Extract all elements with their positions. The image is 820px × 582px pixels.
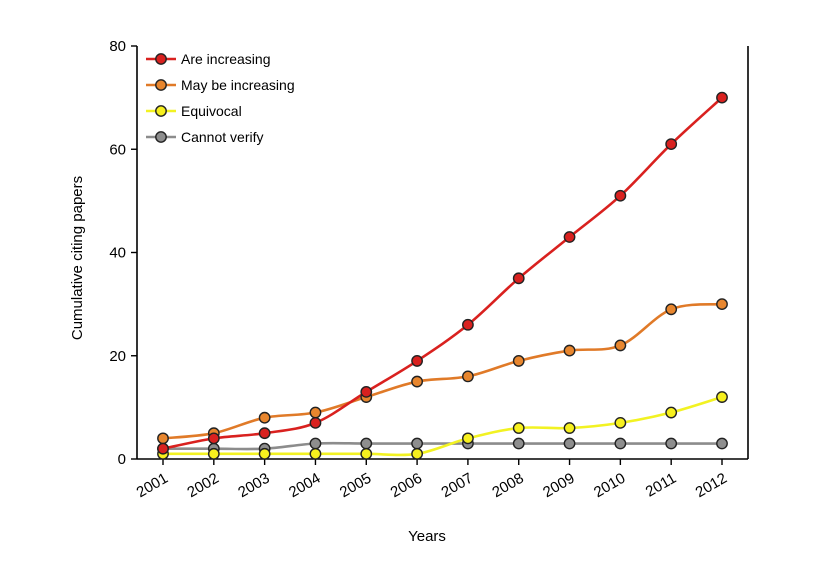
data-point xyxy=(258,427,271,440)
y-tick-label: 20 xyxy=(109,348,126,365)
data-point xyxy=(563,344,576,357)
legend-marker xyxy=(155,131,167,143)
y-ticks: 0 20 40 60 80 xyxy=(109,38,137,468)
data-point xyxy=(614,189,627,202)
data-point xyxy=(716,437,728,450)
x-ticks: 2001 2002 2003 2004 2005 2006 2007 2008 2009 2010… xyxy=(134,459,730,501)
legend-label: Cannot verify xyxy=(181,129,263,145)
data-point xyxy=(360,447,373,460)
x-tick-label: 2006 xyxy=(388,470,425,501)
x-tick-label: 2010 xyxy=(591,470,628,501)
y-tick-label: 80 xyxy=(109,38,126,55)
data-point xyxy=(716,391,728,403)
data-point xyxy=(563,437,576,450)
data-point xyxy=(309,447,322,460)
data-point xyxy=(411,437,423,450)
x-tick-label: 2008 xyxy=(489,470,526,501)
data-point xyxy=(563,422,576,434)
series-line xyxy=(161,395,724,457)
y-axis-title: Cumulative citing papers xyxy=(69,176,86,340)
data-point xyxy=(716,91,728,104)
data-point xyxy=(512,272,525,285)
data-point xyxy=(665,303,678,316)
data-point xyxy=(207,432,220,445)
data-point xyxy=(512,422,525,434)
legend-marker xyxy=(155,79,167,91)
x-tick-label: 2001 xyxy=(134,470,171,501)
x-tick-label: 2003 xyxy=(235,470,272,501)
y-tick-label: 0 xyxy=(118,451,126,468)
x-tick-label: 2007 xyxy=(439,470,476,501)
legend-marker xyxy=(155,105,167,117)
data-point xyxy=(512,437,525,450)
series-line xyxy=(161,96,724,450)
series-points xyxy=(157,91,728,460)
data-point xyxy=(665,138,678,150)
series-line xyxy=(161,302,724,440)
x-tick-label: 2005 xyxy=(337,470,374,501)
x-tick-label: 2004 xyxy=(286,470,323,501)
data-point xyxy=(665,406,678,419)
data-point xyxy=(614,437,627,450)
data-point xyxy=(462,318,474,331)
data-point xyxy=(563,231,576,243)
x-tick-label: 2011 xyxy=(643,470,679,501)
data-point xyxy=(309,406,322,419)
data-point xyxy=(411,375,423,388)
data-point xyxy=(512,355,525,367)
x-axis-title: Years xyxy=(408,528,446,545)
data-point xyxy=(157,432,169,445)
legend-marker xyxy=(155,53,167,65)
data-point xyxy=(207,447,220,460)
data-point xyxy=(411,355,423,367)
legend: Are increasing May be increasing Equivocal… xyxy=(146,51,295,145)
data-point xyxy=(309,437,322,450)
legend-label: Are increasing xyxy=(181,51,271,67)
data-point xyxy=(360,385,373,398)
data-point xyxy=(716,298,728,311)
y-tick-label: 40 xyxy=(109,245,126,262)
legend-label: May be increasing xyxy=(181,77,295,93)
x-tick-label: 2012 xyxy=(693,470,730,501)
data-point xyxy=(665,437,678,450)
data-point xyxy=(462,370,474,383)
x-tick-label: 2002 xyxy=(184,470,221,501)
x-tick-label: 2009 xyxy=(540,470,577,501)
data-point xyxy=(309,416,322,429)
legend-label: Equivocal xyxy=(181,103,242,119)
data-point xyxy=(614,416,627,429)
data-point xyxy=(258,447,271,460)
data-point xyxy=(614,339,627,352)
y-tick-label: 60 xyxy=(109,141,126,158)
series-lines xyxy=(161,96,724,457)
data-point xyxy=(411,447,423,460)
data-point xyxy=(360,437,373,450)
data-point xyxy=(462,432,474,445)
data-point xyxy=(258,411,271,424)
data-point xyxy=(157,442,169,455)
